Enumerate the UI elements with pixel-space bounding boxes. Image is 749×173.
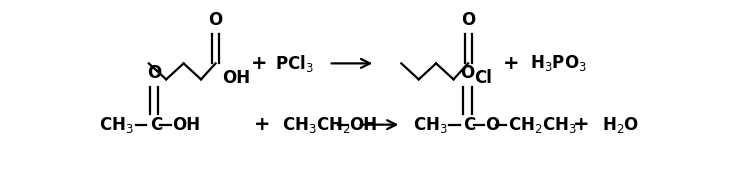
Text: CH$_3$: CH$_3$	[413, 115, 448, 135]
Text: CH$_3$: CH$_3$	[100, 115, 134, 135]
Text: +: +	[254, 115, 270, 134]
Text: O: O	[208, 11, 222, 29]
Text: OH: OH	[172, 116, 200, 134]
Text: H$_2$O: H$_2$O	[601, 115, 639, 135]
Text: C: C	[464, 116, 476, 134]
Text: OH: OH	[350, 116, 377, 134]
Text: CH$_2$CH$_3$: CH$_2$CH$_3$	[508, 115, 577, 135]
Text: C: C	[150, 116, 163, 134]
Text: O: O	[485, 116, 500, 134]
Text: +: +	[251, 54, 267, 73]
Text: O: O	[147, 64, 161, 82]
Text: H$_3$PO$_3$: H$_3$PO$_3$	[530, 53, 586, 73]
Text: +: +	[573, 115, 589, 134]
Text: PCl$_3$: PCl$_3$	[275, 53, 313, 74]
Text: +: +	[503, 54, 520, 73]
Text: OH: OH	[222, 69, 251, 87]
Text: Cl: Cl	[474, 69, 491, 87]
Text: O: O	[461, 64, 475, 82]
Text: CH$_3$CH$_2$: CH$_3$CH$_2$	[282, 115, 351, 135]
Text: O: O	[461, 11, 475, 29]
